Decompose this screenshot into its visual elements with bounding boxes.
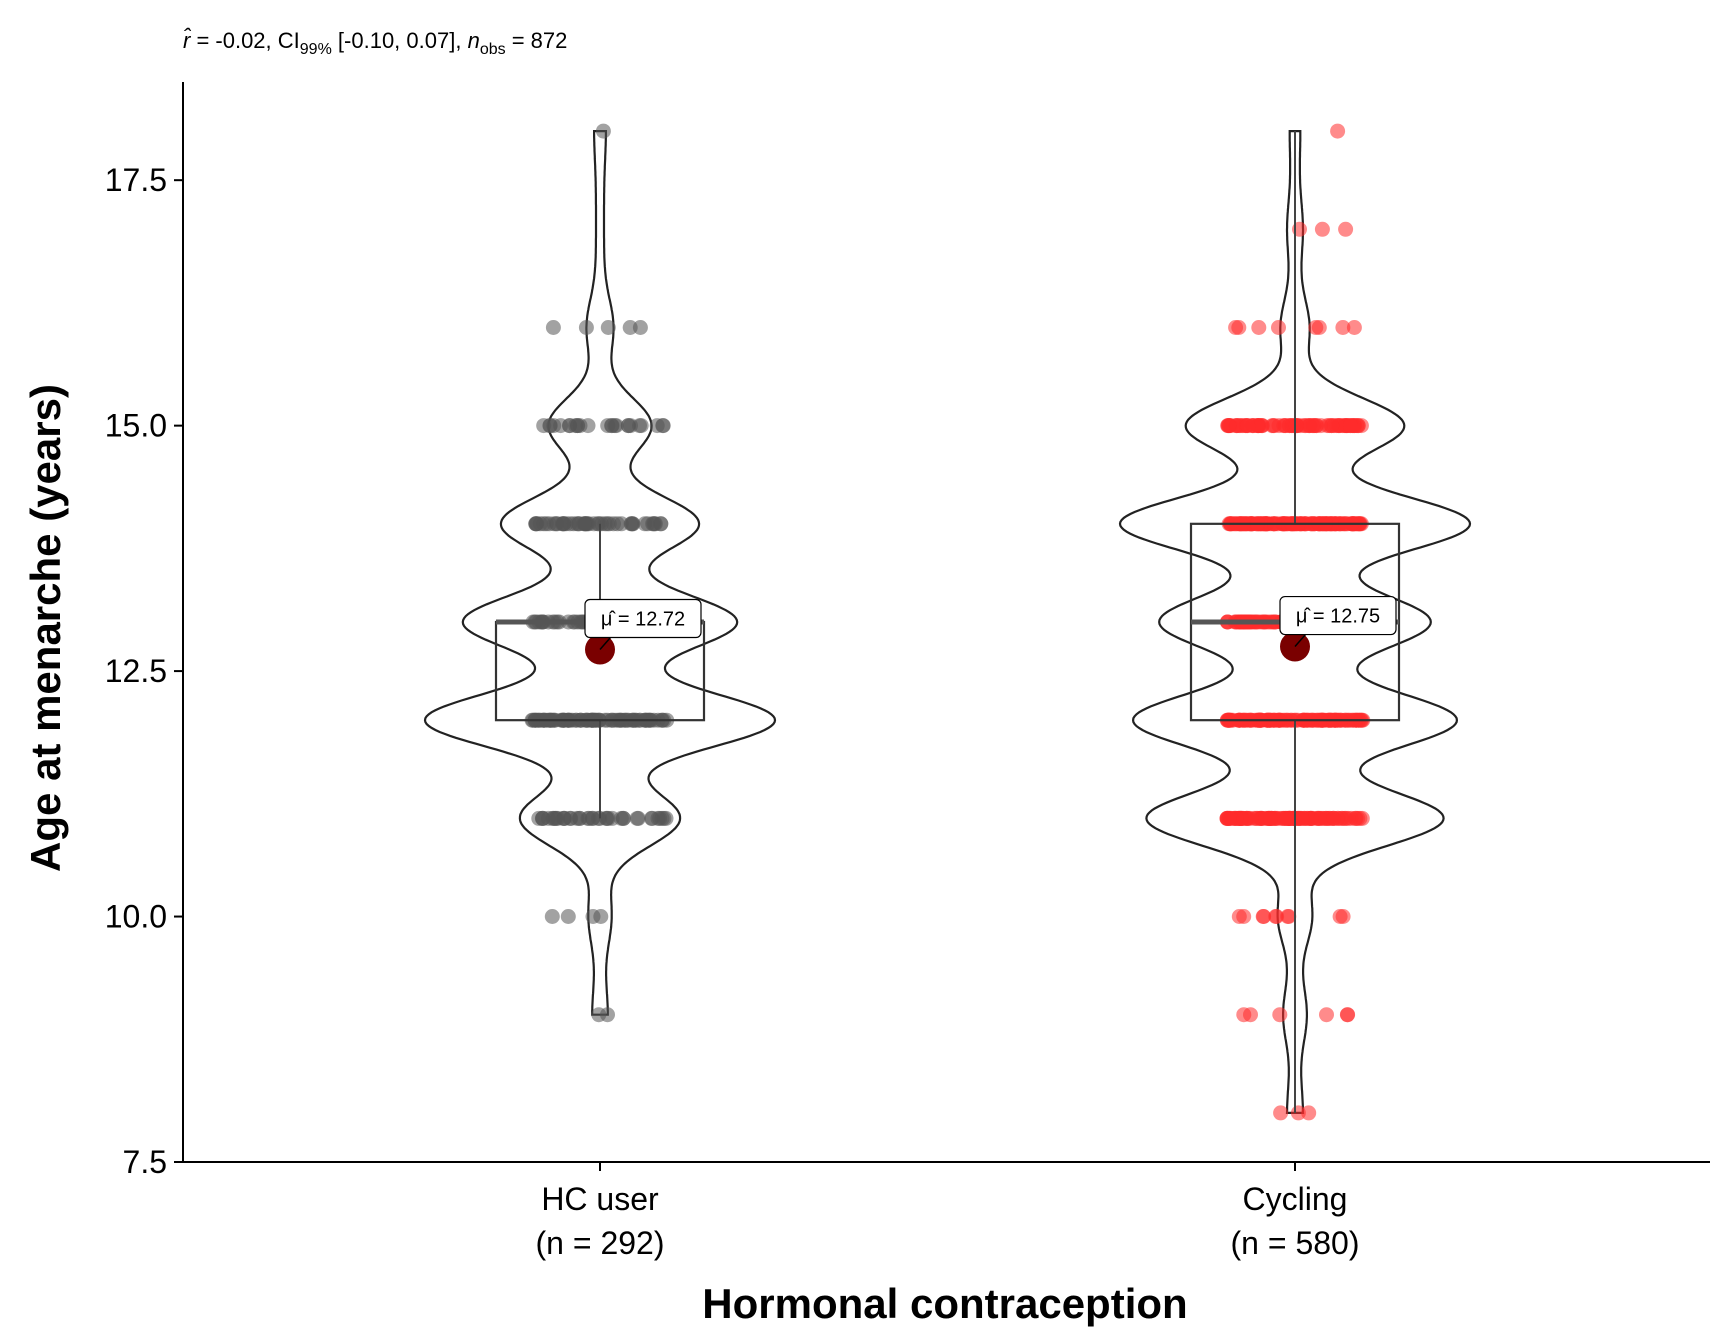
data-point — [572, 810, 588, 826]
y-tick-label: 17.5 — [105, 162, 167, 198]
data-point — [1330, 123, 1346, 139]
data-point — [1221, 810, 1237, 826]
x-tick-label: HC user — [541, 1181, 659, 1217]
data-point — [541, 516, 557, 532]
violin-hc-user — [423, 130, 777, 1016]
data-point — [1255, 909, 1271, 924]
axes: 7.5 10.0 12.5 15.0 17.5 HC user (n = 292) Cycli… — [105, 82, 1710, 1261]
data-point — [1231, 909, 1247, 924]
data-point — [1231, 320, 1247, 335]
data-point — [600, 320, 616, 335]
data-point — [570, 418, 586, 434]
data-point — [1340, 1007, 1356, 1023]
x-tick-count-label: (n = 292) — [536, 1225, 665, 1261]
data-point — [1324, 418, 1340, 434]
mean-label-cycling: μ̂ = 12.75 — [1279, 595, 1397, 636]
data-point — [1301, 1105, 1317, 1121]
data-point — [1294, 810, 1310, 826]
data-point — [600, 418, 616, 434]
data-point — [615, 810, 631, 826]
data-point — [1338, 221, 1354, 237]
data-point — [1273, 1105, 1289, 1121]
data-point — [1305, 418, 1321, 434]
data-point — [1308, 320, 1324, 335]
data-point — [1279, 810, 1295, 826]
subtitle-n-text: = 872 — [506, 28, 568, 53]
data-point — [644, 810, 660, 826]
subtitle-n-subscript: obs — [480, 41, 506, 58]
data-point — [557, 810, 572, 826]
subtitle-ci-level: 99% — [300, 41, 332, 58]
data-point — [1221, 418, 1237, 434]
subtitle: r̂ = -0.02, CI99% [-0.10, 0.07], nobs = … — [183, 28, 567, 58]
y-tick-label: 7.5 — [123, 1144, 167, 1180]
data-point — [1288, 418, 1304, 434]
mean-label-box — [1279, 595, 1397, 636]
x-axis-title: Hormonal contraception — [702, 1280, 1187, 1327]
data-point — [1246, 810, 1262, 826]
mean-label-hc-user: μ̂ = 12.72 — [584, 598, 702, 639]
data-point — [1280, 909, 1296, 924]
data-point — [1337, 810, 1353, 826]
mean-label-text: μ̂ = 12.75 — [1296, 606, 1380, 628]
data-point — [1272, 1007, 1288, 1023]
violin-cycling — [1118, 130, 1472, 1114]
data-point — [1243, 1007, 1258, 1023]
data-point — [593, 909, 609, 924]
data-point — [528, 516, 544, 532]
data-point — [585, 810, 601, 826]
group-cycling: μ̂ = 12.75 — [1118, 123, 1472, 1121]
plot-area: μ̂ = 12.72 μ̂ = 12.75 — [423, 123, 1472, 1121]
x-tick-label: Cycling — [1243, 1181, 1348, 1217]
data-point — [632, 418, 647, 434]
data-point — [1346, 320, 1362, 335]
data-point — [578, 320, 594, 335]
data-point — [609, 516, 625, 532]
data-point — [1335, 320, 1351, 335]
y-axis-title: Age at menarche (years) — [22, 384, 69, 872]
y-tick-label: 12.5 — [105, 653, 167, 689]
data-point — [1335, 909, 1351, 924]
data-point — [1314, 221, 1330, 237]
data-point — [544, 909, 560, 924]
data-point — [535, 810, 551, 826]
data-point — [1343, 418, 1358, 434]
data-point — [560, 909, 576, 924]
mean-label-text: μ̂ = 12.72 — [601, 608, 685, 630]
subtitle-r-text: = -0.02, CI — [190, 28, 299, 53]
y-tick-label: 10.0 — [105, 899, 167, 935]
data-point — [542, 418, 558, 434]
data-point — [1240, 418, 1256, 434]
subtitle-n-symbol: n — [468, 28, 480, 53]
data-point — [598, 810, 614, 826]
data-point — [1269, 909, 1285, 924]
data-point — [545, 320, 561, 335]
data-point — [1251, 320, 1267, 335]
mean-label-box — [584, 598, 702, 639]
data-point — [1326, 810, 1342, 826]
data-point — [591, 516, 607, 532]
data-point — [622, 320, 638, 335]
data-point — [624, 516, 640, 532]
data-point — [1271, 320, 1286, 335]
data-point — [653, 516, 669, 532]
group-hc-user: μ̂ = 12.72 — [423, 123, 777, 1023]
data-point — [1319, 1007, 1334, 1023]
data-point — [1265, 418, 1281, 434]
data-point — [600, 1007, 615, 1023]
subtitle-r-hat: r̂ — [183, 28, 192, 53]
data-point — [1263, 810, 1278, 826]
data-point — [555, 516, 571, 532]
svg-text:r̂ = -0.02, CI99% [-0.10, 0.07: r̂ = -0.02, CI99% [-0.10, 0.07], nobs = … — [183, 28, 567, 58]
data-point — [576, 516, 592, 532]
data-point — [595, 123, 611, 139]
x-tick-count-label: (n = 580) — [1231, 1225, 1360, 1261]
subtitle-ci-text: [-0.10, 0.07], — [332, 28, 468, 53]
data-point — [655, 418, 671, 434]
data-point — [620, 418, 636, 434]
y-tick-label: 15.0 — [105, 408, 167, 444]
data-point — [629, 810, 645, 826]
